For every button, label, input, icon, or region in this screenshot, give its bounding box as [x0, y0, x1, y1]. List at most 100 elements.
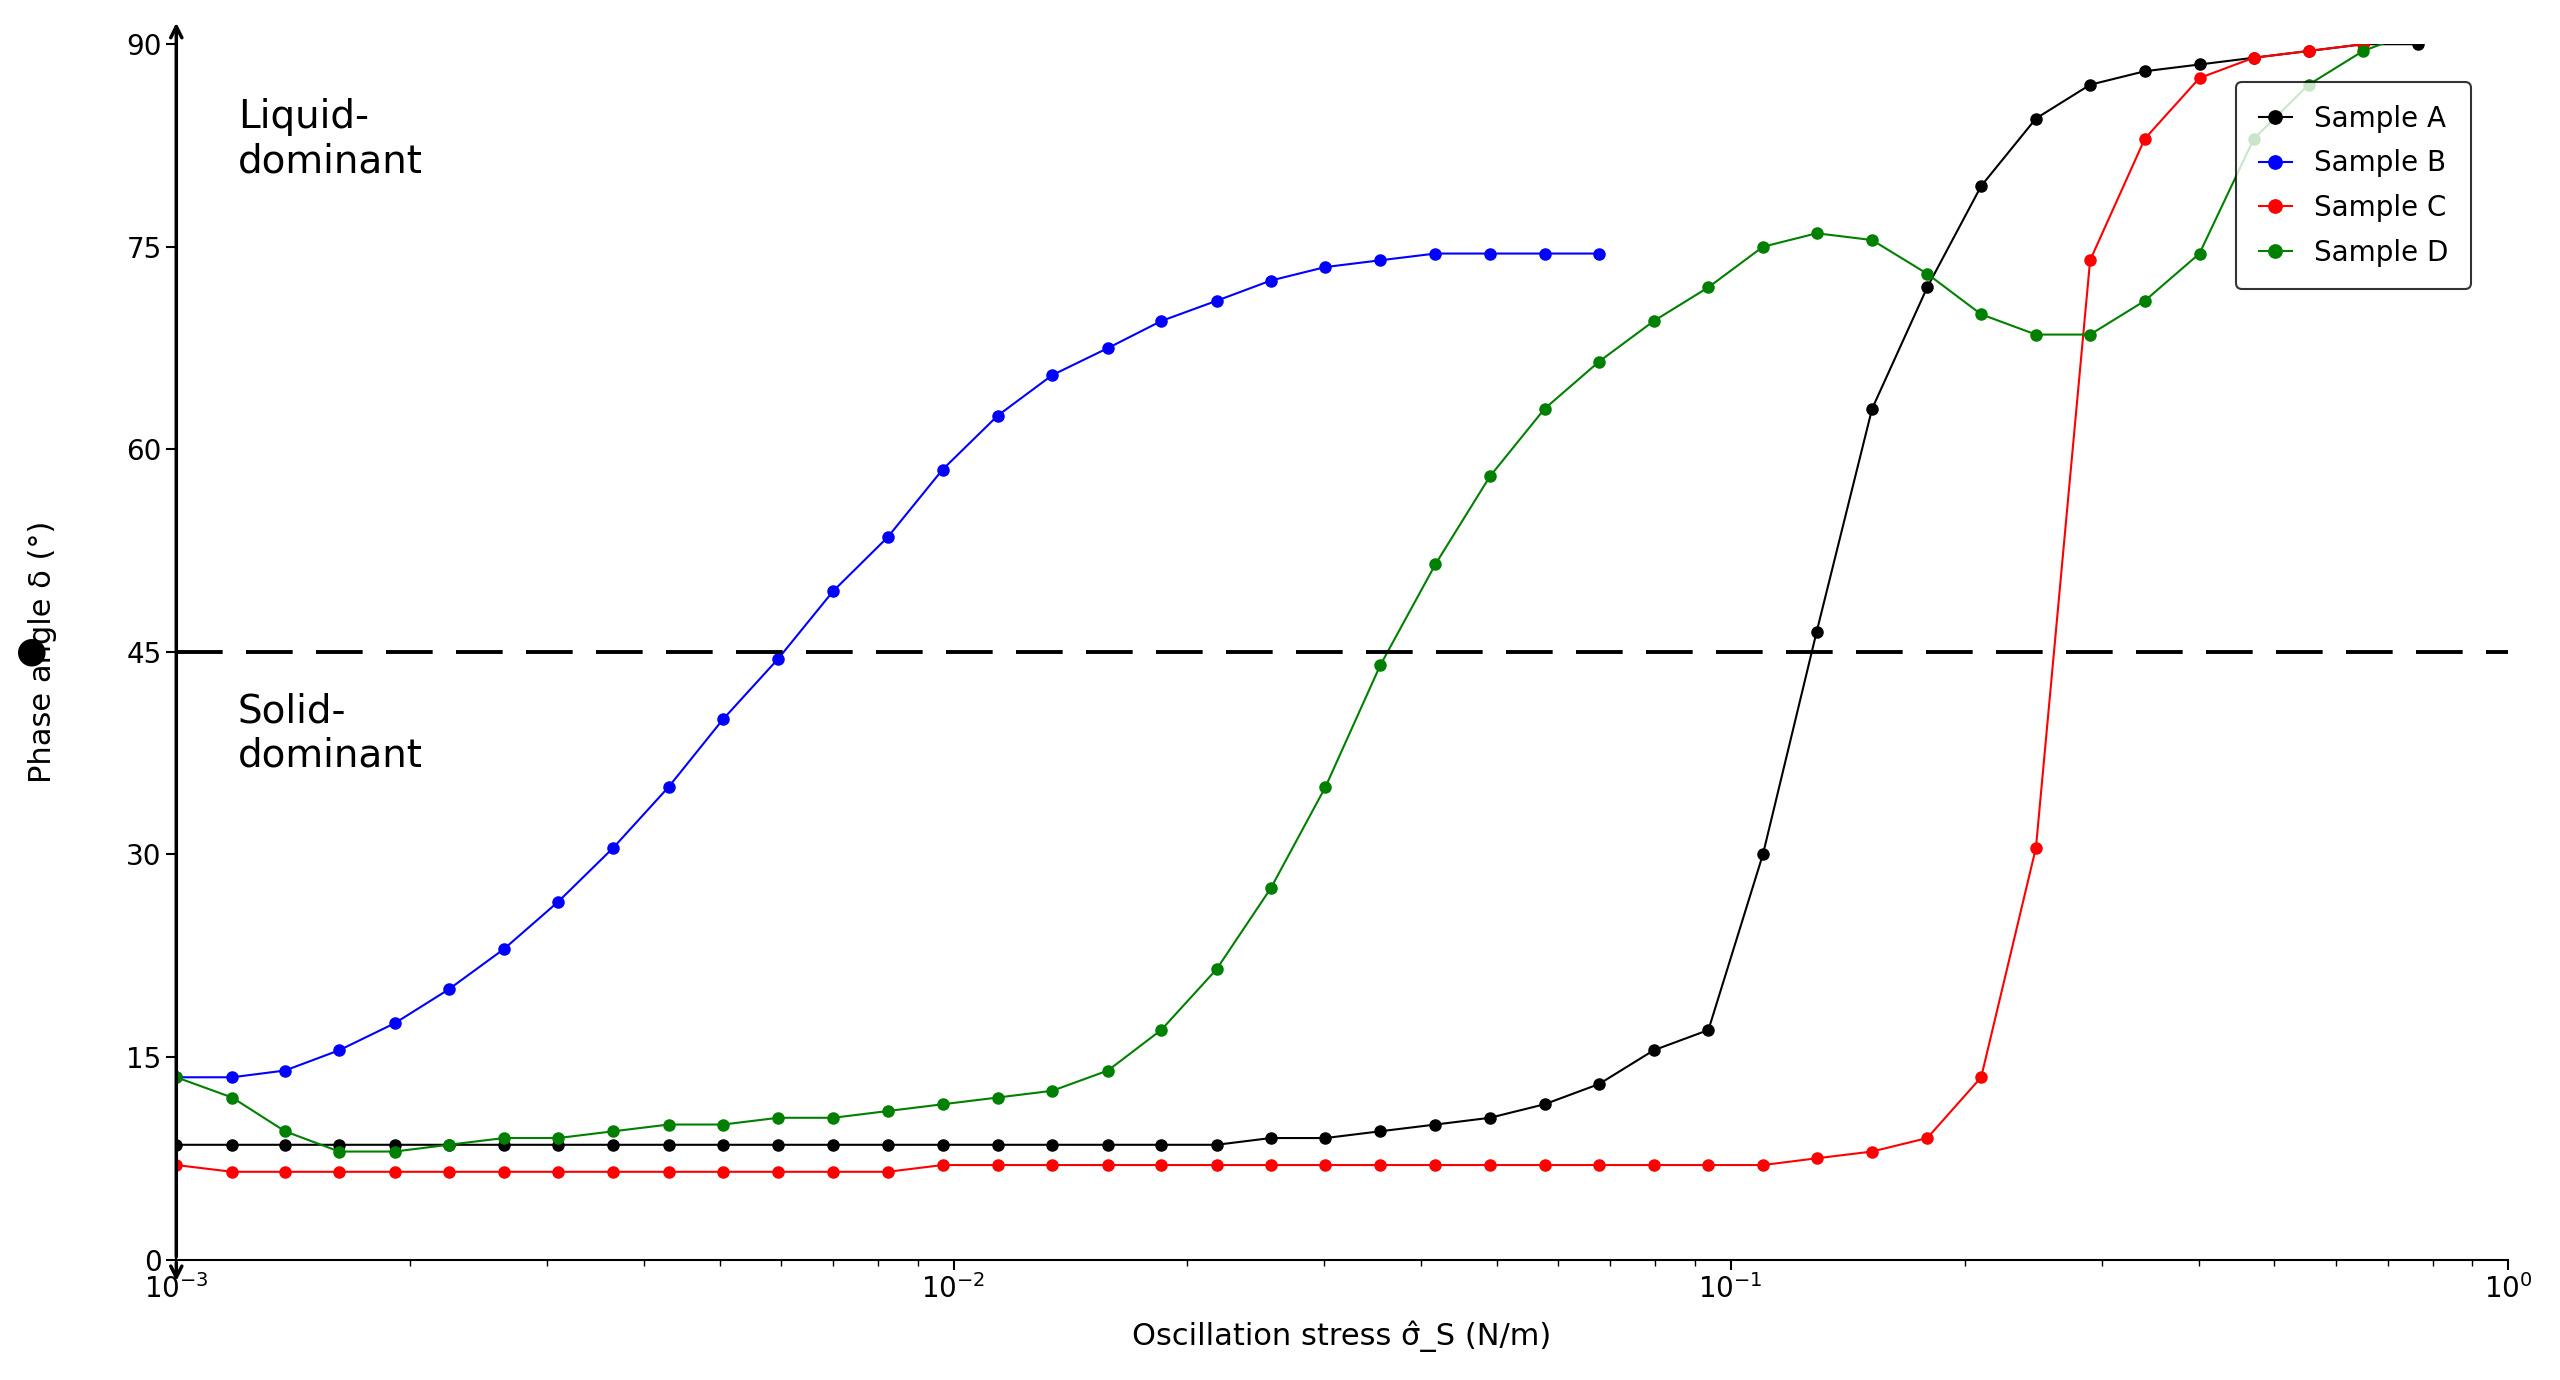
Sample C — [1364, 1156, 1395, 1173]
Sample C — [763, 1163, 794, 1180]
Sample B — [1421, 246, 1452, 262]
Sample D — [1147, 1021, 1178, 1038]
Sample A — [161, 1137, 192, 1154]
Sample A — [927, 1137, 957, 1154]
Sample A — [1966, 178, 1997, 195]
Sample D — [1475, 468, 1505, 484]
Sample B — [1364, 253, 1395, 269]
Sample C — [489, 1163, 520, 1180]
Sample A — [2237, 50, 2268, 66]
Sample B — [707, 711, 737, 727]
Sample A — [2184, 57, 2214, 73]
Sample B — [1254, 272, 1285, 288]
Line: Sample C: Sample C — [172, 32, 2424, 1177]
Sample B — [161, 1070, 192, 1086]
Sample A — [1912, 279, 1943, 295]
Sample D — [2184, 246, 2214, 262]
Sample A — [1748, 846, 1779, 862]
Sample A — [1638, 1042, 1669, 1058]
Sample A — [2074, 76, 2104, 92]
Sample B — [379, 1014, 410, 1031]
Sample C — [1311, 1156, 1341, 1173]
Sample A — [1585, 1076, 1615, 1093]
Sample A — [1147, 1137, 1178, 1154]
Sample C — [2348, 36, 2378, 52]
Sample B — [817, 582, 847, 599]
Sample A — [1254, 1130, 1285, 1147]
Sample A — [817, 1137, 847, 1154]
Sample D — [599, 1123, 630, 1140]
Sample C — [927, 1156, 957, 1173]
Sample C — [2074, 253, 2104, 269]
Sample C — [1912, 1130, 1943, 1147]
Sample A — [2294, 43, 2324, 59]
Sample A — [1802, 624, 1833, 640]
Sample B — [927, 461, 957, 477]
Sample A — [653, 1137, 684, 1154]
Sample D — [218, 1089, 248, 1105]
Sample D — [1966, 306, 1997, 323]
Sample A — [1528, 1096, 1559, 1112]
Sample B — [763, 650, 794, 667]
Sample B — [983, 407, 1014, 424]
Sample B — [1311, 259, 1341, 276]
Y-axis label: Phase angle δ (°): Phase angle δ (°) — [28, 520, 56, 782]
Sample A — [1311, 1130, 1341, 1147]
Sample D — [817, 1110, 847, 1126]
Sample C — [817, 1163, 847, 1180]
Sample C — [1421, 1156, 1452, 1173]
Sample D — [2074, 326, 2104, 342]
Sample D — [2348, 43, 2378, 59]
Sample D — [1638, 313, 1669, 330]
Sample C — [2237, 50, 2268, 66]
Sample C — [1201, 1156, 1231, 1173]
Sample C — [323, 1163, 353, 1180]
Sample B — [489, 941, 520, 958]
Sample A — [1364, 1123, 1395, 1140]
Sample C — [1475, 1156, 1505, 1173]
Sample B — [599, 839, 630, 856]
Sample D — [1311, 778, 1341, 795]
Sample A — [983, 1137, 1014, 1154]
Sample D — [1093, 1063, 1124, 1079]
Sample A — [2401, 36, 2432, 52]
Sample D — [1037, 1082, 1068, 1098]
Sample D — [2020, 326, 2051, 342]
Sample B — [1585, 246, 1615, 262]
Sample B — [1147, 313, 1178, 330]
Sample A — [2130, 63, 2161, 80]
Sample D — [2294, 76, 2324, 92]
Sample D — [1856, 232, 1887, 248]
Sample C — [433, 1163, 463, 1180]
Sample D — [653, 1116, 684, 1133]
Sample A — [763, 1137, 794, 1154]
Sample A — [1692, 1021, 1723, 1038]
Sample C — [379, 1163, 410, 1180]
Sample A — [1421, 1116, 1452, 1133]
Sample A — [379, 1137, 410, 1154]
Sample C — [1748, 1156, 1779, 1173]
Sample D — [927, 1096, 957, 1112]
Sample D — [379, 1143, 410, 1159]
Text: ●: ● — [15, 635, 49, 669]
Sample B — [873, 529, 904, 545]
Sample C — [873, 1163, 904, 1180]
Sample C — [653, 1163, 684, 1180]
Sample D — [1201, 960, 1231, 977]
Sample B — [1037, 367, 1068, 384]
Sample C — [2020, 839, 2051, 856]
Sample C — [161, 1156, 192, 1173]
Sample D — [433, 1137, 463, 1154]
Sample D — [489, 1130, 520, 1147]
Sample D — [1692, 279, 1723, 295]
Sample A — [1093, 1137, 1124, 1154]
Sample A — [707, 1137, 737, 1154]
Sample C — [2184, 70, 2214, 87]
Sample C — [1254, 1156, 1285, 1173]
Sample D — [1364, 657, 1395, 673]
Sample D — [161, 1070, 192, 1086]
Sample A — [873, 1137, 904, 1154]
Sample C — [1856, 1143, 1887, 1159]
Sample D — [2401, 22, 2432, 39]
Sample A — [218, 1137, 248, 1154]
